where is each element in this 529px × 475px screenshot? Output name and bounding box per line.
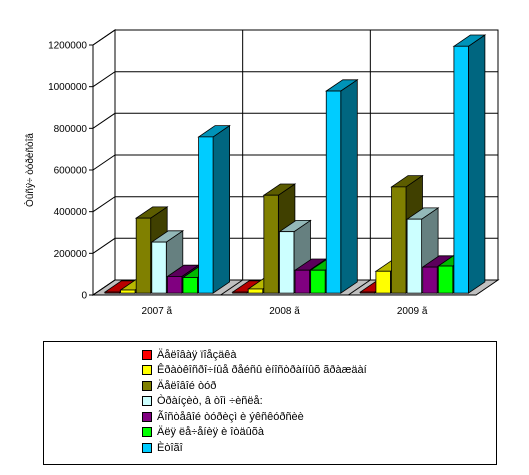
legend-label: Òðàíçèò, â òîì ÷èñëå:	[157, 395, 263, 408]
legend-label: Äëÿ ëå÷åíèÿ è îòäûõà	[157, 426, 264, 439]
legend-item: Èòîãî	[142, 440, 367, 456]
bar-front	[166, 276, 183, 294]
legend-swatch	[142, 365, 152, 376]
legend-swatch	[142, 442, 152, 453]
legend-item: Êðàòêîñðî÷íûå ðåéñû èíîñòðàííûõ ãðàæäàí	[142, 363, 367, 379]
legend-swatch	[142, 411, 152, 422]
bar-front	[437, 265, 454, 294]
legend-item: Äëÿ ëå÷åíèÿ è îòäûõà	[142, 425, 367, 441]
y-tick-label: 200000	[54, 249, 88, 260]
bar-front	[375, 270, 391, 294]
bar-front	[325, 90, 342, 294]
legend-item: Òðàíçèò, â òîì ÷èñëå:	[142, 394, 367, 410]
legend-swatch	[142, 396, 152, 407]
bar-front	[104, 291, 120, 294]
bar-front	[406, 218, 423, 294]
bar-front	[151, 241, 167, 294]
bar-front	[247, 288, 264, 294]
bar-front	[422, 266, 438, 294]
floor-divider	[220, 279, 243, 296]
y-tick-label: 0	[81, 291, 87, 302]
bar-front	[453, 45, 469, 294]
bar	[452, 34, 487, 294]
bar-front	[182, 277, 198, 294]
bar-side	[467, 34, 486, 294]
bar-front	[391, 186, 407, 294]
legend-label: Êðàòêîñðî÷íûå ðåéñû èíîñòðàííûõ ãðàæäàí	[157, 364, 367, 377]
y-axis-title: Òûñÿ÷ òóðèñòîâ	[23, 133, 36, 207]
y-tick-label: 1000000	[48, 82, 87, 93]
bar	[197, 124, 231, 294]
y-tick-label: 600000	[54, 166, 88, 177]
bar-front	[359, 291, 376, 294]
bar-side	[212, 124, 231, 294]
legend-list: Äåëîâàÿ ïîåçäêà Êðàòêîñðî÷íûå ðåéñû èíîñò…	[142, 347, 367, 456]
y-tick-label: 1200000	[48, 41, 87, 52]
y-tick-label: 800000	[54, 124, 88, 135]
legend-item: Äåëîâàÿ ïîåçäêà	[142, 347, 367, 363]
bar-front	[279, 231, 295, 294]
floor-divider	[348, 279, 371, 296]
chart-gridlines	[92, 29, 498, 296]
bar-side	[340, 79, 358, 294]
bar-front	[294, 269, 310, 294]
chart-bars	[103, 34, 487, 294]
x-tick-label: 2008 ã	[269, 306, 300, 317]
legend-swatch	[142, 427, 152, 438]
legend-label: Ãîñòåâîé òóðèçì è ýêñêóðñèè	[157, 410, 304, 423]
chart-labels: 0 200000 400000 600000 800000 1000000 1200000 2…	[23, 41, 428, 318]
legend-swatch	[142, 349, 152, 360]
bar-front	[310, 269, 326, 294]
bar-front	[198, 136, 214, 294]
legend-item: Ãîñòåâîé òóðèçì è ýêñêóðñèè	[142, 409, 367, 425]
legend-label: Äåëîâîé òóð	[157, 379, 217, 392]
legend-item: Äåëîâîé òóð	[142, 378, 367, 394]
bar-front	[263, 194, 279, 294]
bar-front	[120, 289, 136, 294]
legend-label: Äåëîâàÿ ïîåçäêà	[157, 348, 237, 361]
legend: Äåëîâàÿ ïîåçäêà Êðàòêîñðî÷íûå ðåéñû èíîñò…	[43, 341, 497, 465]
x-tick-label: 2007 ã	[142, 306, 173, 317]
bar-front	[232, 291, 248, 294]
chart-axes	[89, 44, 476, 296]
bar-front	[135, 217, 152, 294]
legend-label: Èòîãî	[157, 441, 183, 454]
legend-swatch	[142, 380, 152, 391]
bar	[324, 79, 359, 294]
x-tick-label: 2009 ã	[397, 306, 428, 317]
y-tick-label: 400000	[54, 207, 88, 218]
